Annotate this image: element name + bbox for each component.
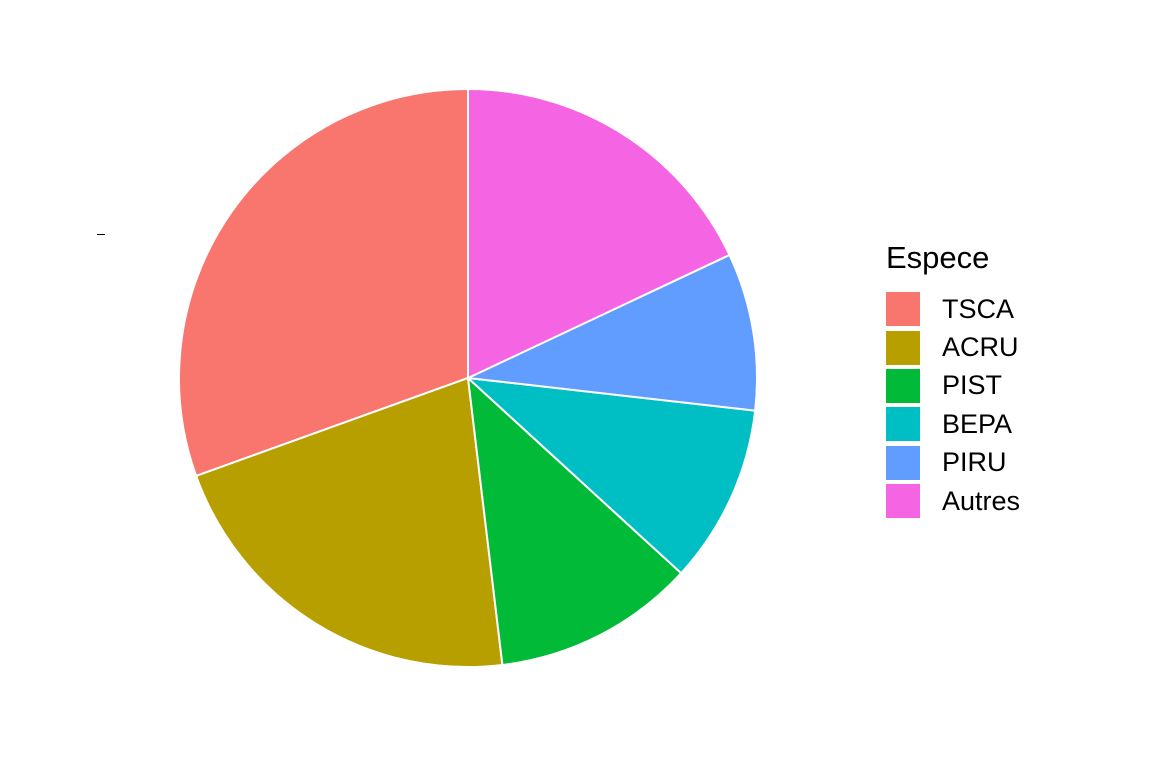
legend-item-piru: PIRU [886,444,1020,482]
legend-label-autres: Autres [942,485,1021,516]
legend-label-bepa: BEPA [942,408,1013,439]
legend-swatch-tsca [886,292,920,327]
legend-swatch-autres [886,484,920,519]
pie-slice-pist [467,377,683,666]
legend-label-acru: ACRU [942,332,1019,363]
legend-label-piru: PIRU [942,447,1007,478]
pie-slice-piru [467,253,758,412]
legend-label-tsca: TSCA [942,293,1015,324]
pie-slice-autres [467,88,731,379]
legend-title: Espece [886,240,990,275]
legend-label-pist: PIST [942,370,1003,401]
legend-swatch-bepa [886,407,920,442]
pie-slice-acru [195,377,504,668]
pie-slice-bepa [467,377,757,575]
legend-swatch-piru [886,445,920,480]
legend-item-acru: ACRU [886,328,1020,366]
legend: Espece TSCA ACRU PIST BEPA PIRU [886,236,1020,520]
legend-item-bepa: BEPA [886,405,1020,443]
legend-item-autres: Autres [886,482,1020,520]
pie-slice-tsca [178,88,469,477]
legend-item-pist: PIST [886,367,1020,405]
legend-swatch-pist [886,368,920,403]
axis-tick-mark [97,234,105,235]
legend-items: TSCA ACRU PIST BEPA PIRU Autres [886,290,1020,520]
legend-swatch-acru [886,330,920,365]
legend-item-tsca: TSCA [886,290,1020,328]
